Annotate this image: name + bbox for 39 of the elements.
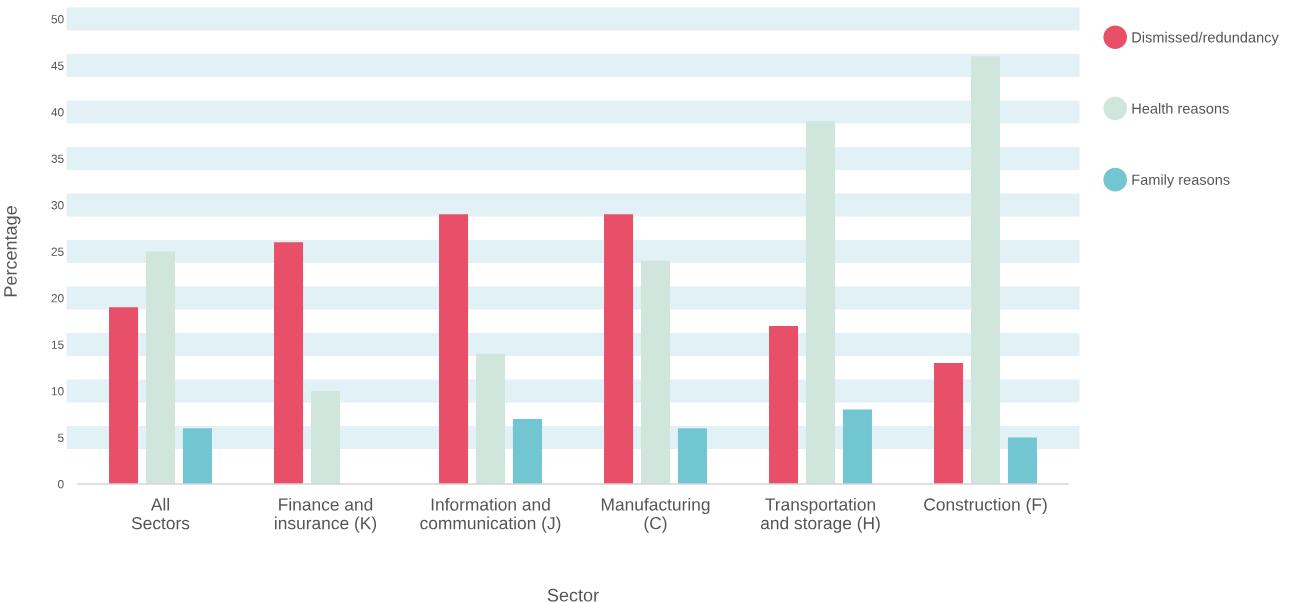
bar xyxy=(145,251,176,484)
x-tick-label: Construction (F) xyxy=(924,497,1047,515)
bar xyxy=(970,56,1001,484)
x-tick-label: Transportation and storage (H) xyxy=(760,497,880,533)
y-tick-label: 40 xyxy=(51,108,64,117)
x-tick-label: Manufacturing (C) xyxy=(601,497,710,533)
y-tick-label: 25 xyxy=(51,247,64,256)
y-tick-label: 10 xyxy=(51,387,64,396)
y-tick-label: 45 xyxy=(51,61,64,70)
legend-label: Dismissed/redundancy xyxy=(1132,31,1279,46)
x-axis-title: Sector xyxy=(547,588,599,602)
bar xyxy=(805,121,836,484)
x-tick-label: Finance and insurance (K) xyxy=(275,497,377,533)
y-tick-label: 5 xyxy=(58,433,64,442)
x-tick-label: Information and communication (J) xyxy=(420,497,561,533)
legend-label: Health reasons xyxy=(1132,103,1229,114)
bar xyxy=(640,260,671,484)
bar xyxy=(512,418,542,484)
y-tick-label: 30 xyxy=(51,201,64,210)
y-tick-label: 15 xyxy=(51,340,64,349)
y-tick-label: 50 xyxy=(51,15,64,24)
x-tick-label: All Sectors xyxy=(131,497,190,530)
bar xyxy=(1007,437,1037,484)
bar xyxy=(310,391,341,484)
bar xyxy=(677,428,707,484)
y-axis-title: Percentage xyxy=(4,206,21,297)
bar xyxy=(182,428,212,484)
bar xyxy=(439,214,469,484)
y-tick-label: 0 xyxy=(58,480,64,489)
y-tick-label: 35 xyxy=(51,154,64,163)
bar xyxy=(109,307,139,484)
bar xyxy=(842,409,872,484)
bar xyxy=(475,353,506,484)
bar xyxy=(604,214,634,484)
bar xyxy=(934,363,964,484)
y-tick-label: 20 xyxy=(51,294,64,303)
bar xyxy=(769,325,799,484)
bar xyxy=(274,242,304,484)
legend-label: Family reasons xyxy=(1132,174,1230,188)
